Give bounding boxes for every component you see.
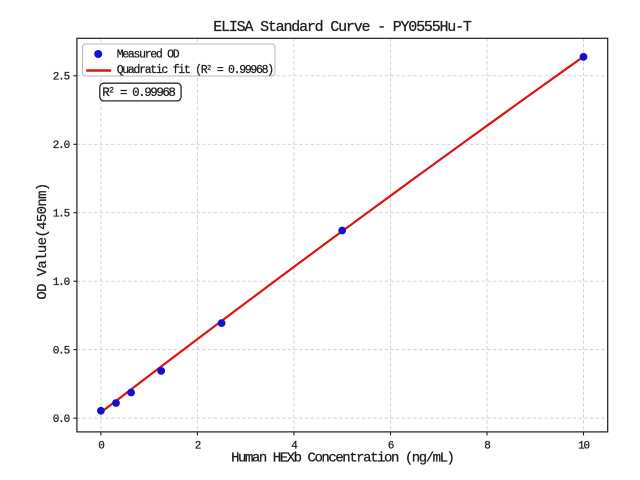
svg-text:Human HEXb Concentration (ng/m: Human HEXb Concentration (ng/mL) [231,451,453,467]
svg-text:0.5: 0.5 [53,346,70,358]
svg-text:R2 = 0.99968: R2 = 0.99968 [102,86,175,100]
svg-text:1.0: 1.0 [53,277,70,289]
svg-text:0: 0 [98,440,104,452]
svg-text:Measured OD: Measured OD [117,49,180,62]
svg-text:1.5: 1.5 [53,209,70,221]
svg-text:6: 6 [388,440,394,452]
svg-text:4: 4 [291,440,298,452]
svg-text:8: 8 [484,440,490,452]
svg-text:2: 2 [195,440,201,452]
svg-text:2.0: 2.0 [53,140,70,152]
svg-text:Quadratic fit (R2 = 0.99968): Quadratic fit (R2 = 0.99968) [117,64,273,77]
svg-text:ELISA Standard Curve - PY0555H: ELISA Standard Curve - PY0555Hu-T [213,19,472,36]
svg-text:0.0: 0.0 [53,414,70,426]
svg-text:OD Value(450nm): OD Value(450nm) [35,183,51,299]
svg-text:10: 10 [578,440,589,452]
svg-text:2.5: 2.5 [53,72,70,84]
